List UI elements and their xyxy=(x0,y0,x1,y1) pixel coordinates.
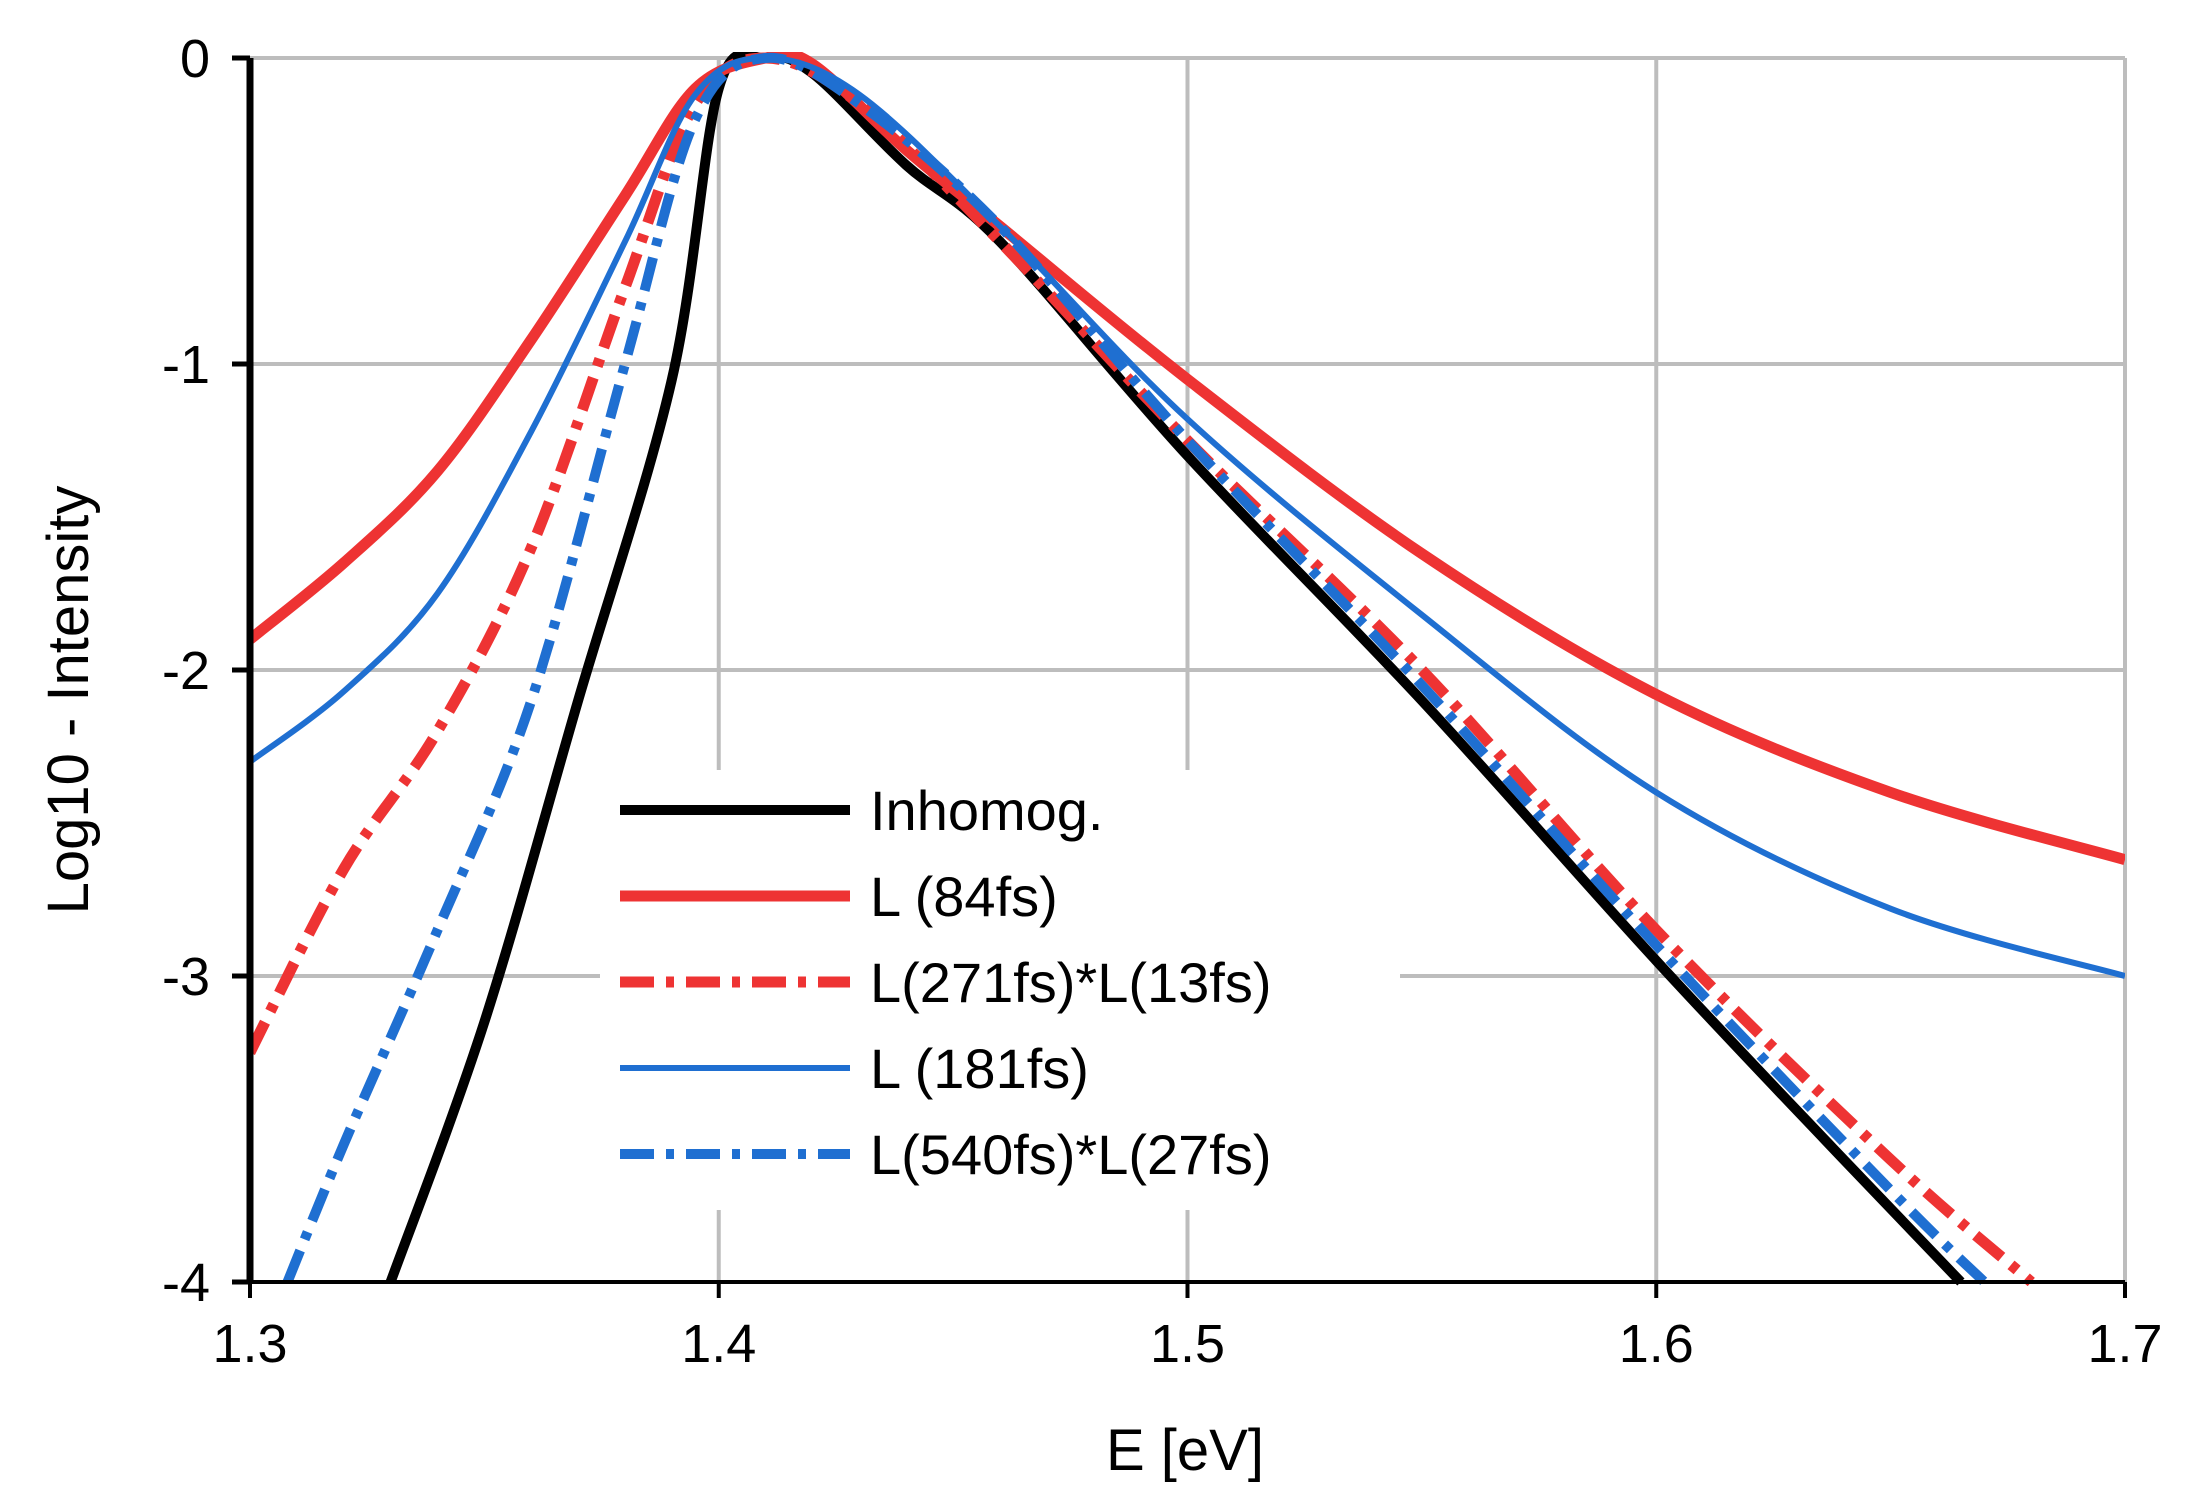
series-line-1 xyxy=(385,52,1965,1286)
y-axis-title: Log10 - Intensity xyxy=(36,486,101,915)
x-tick-label: 1.3 xyxy=(212,1314,287,1374)
y-tick-label: 0 xyxy=(180,29,210,89)
y-tick-label: -4 xyxy=(162,1253,210,1313)
legend-label-2: L (84fs) xyxy=(870,865,1058,928)
series-line-2 xyxy=(250,52,2125,865)
series-layer xyxy=(250,52,2125,1287)
legend-label-3: L(271fs)*L(13fs) xyxy=(870,951,1272,1014)
y-tick-label: -1 xyxy=(162,335,210,395)
legend: Inhomog. L (84fs) L(271fs)*L(13fs) L (181fs… xyxy=(600,770,1400,1210)
x-tick-label: 1.7 xyxy=(2087,1314,2162,1374)
y-tick-label: -3 xyxy=(162,947,210,1007)
tick-labels: 1.3 1.4 1.5 1.6 1.7 0 -1 -2 -3 -4 xyxy=(162,29,2163,1374)
y-tick-label: -2 xyxy=(162,641,210,701)
axes xyxy=(232,55,2127,1298)
x-tick-label: 1.5 xyxy=(1150,1314,1225,1374)
x-axis-title: E [eV] xyxy=(1106,1418,1264,1483)
legend-label-5: L(540fs)*L(27fs) xyxy=(870,1123,1272,1186)
legend-label-1: Inhomog. xyxy=(870,779,1104,842)
x-tick-label: 1.6 xyxy=(1619,1314,1694,1374)
series-line-4 xyxy=(250,55,2125,979)
legend-background xyxy=(600,770,1400,1210)
x-tick-label: 1.4 xyxy=(681,1314,756,1374)
legend-label-4: L (181fs) xyxy=(870,1037,1089,1100)
